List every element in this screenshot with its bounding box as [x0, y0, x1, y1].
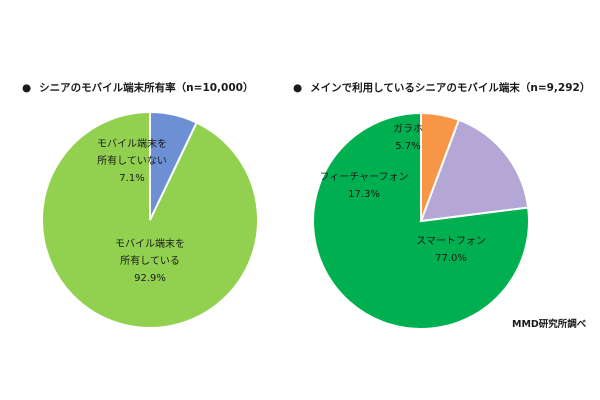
pie1-slice-2: [149, 110, 198, 221]
left-chart-title-text: シニアのモバイル端末所有率（n=10,000）: [39, 82, 254, 94]
bullet-icon: ●: [22, 82, 32, 94]
pie2-slice-3: [420, 111, 461, 222]
pie1-slice-1-label: モバイル端末を所有している 92.9%: [115, 237, 185, 284]
left-chart-title: ● シニアのモバイル端末所有率（n=10,000）: [22, 80, 253, 95]
pie2-slice-1-label: スマートフォン 77.0%: [416, 236, 486, 264]
right-chart-title-text: メインで利用しているシニアのモバイル端末（n=9,292）: [310, 82, 591, 94]
pie2-slice-2: [419, 118, 530, 223]
pie2-slice-2-label: フィーチャーフォン 17.3%: [319, 171, 408, 200]
pie2-slice-3-label: ガラホ 5.7%: [393, 123, 423, 152]
right-chart-title: ● メインで利用しているシニアのモバイル端末（n=9,292）: [293, 80, 590, 95]
source-note: MMD研究所調べ: [512, 319, 587, 330]
bullet-icon: ●: [293, 82, 303, 94]
pie1-slice-2-label: モバイル端末を所有していない 7.1%: [97, 137, 167, 184]
